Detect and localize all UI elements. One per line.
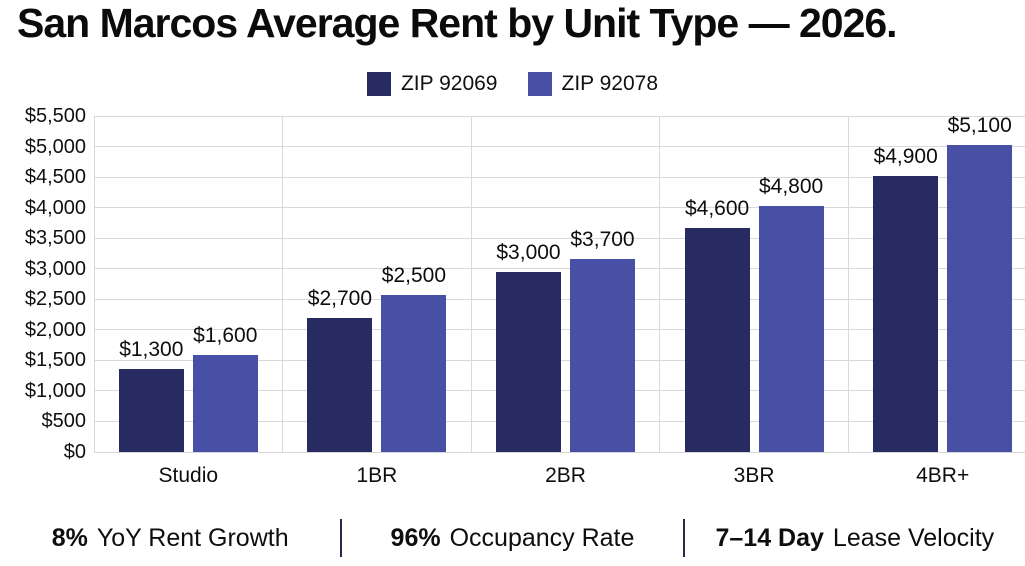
y-axis-labels: $0 $500 $1,000 $1,500 $2,000 $2,500 $3,000 $3,5… [0,105,87,463]
bar-value-label: $3,700 [570,227,635,251]
bar-2br-zip-92078 [570,258,635,452]
h-gridline [94,115,1025,117]
v-gridline [847,116,849,452]
stat-divider [682,519,685,557]
bar-4brplus-zip-92069 [873,176,939,452]
legend-swatch-zip-92069 [366,72,391,96]
y-axis-tick-label: $500 [41,410,87,433]
bar-value-label: $1,600 [193,323,258,347]
bar-value-label: $4,800 [758,174,824,198]
bar-1br-zip-92078 [381,295,447,452]
stat-divider [340,519,343,557]
bar-value-label: $5,100 [947,113,1012,137]
v-gridline [659,116,661,452]
stat-rent-growth: 8% YoY Rent Growth [0,524,340,553]
stat-occupancy-rate: 96% Occupancy Rate [342,524,682,553]
legend-item-zip-92078: ZIP 92078 [527,72,659,96]
bar-value-label: $4,600 [684,196,750,220]
bar-value-label: $4,900 [873,145,938,169]
stat-occupancy-rate-value: 96% [390,523,441,552]
v-gridline [93,116,95,452]
plot: $1,300 $1,600 Studio $2,700 $2,500 1BR $3,000 $… [93,113,1025,487]
stat-lease-velocity: 7–14 Day Lease Velocity [685,524,1025,553]
h-gridline [94,451,1025,453]
legend-label-zip-92078: ZIP 92078 [561,72,659,95]
chart-title: San Marcos Average Rent by Unit Type — 2… [17,0,898,46]
bar-1br-zip-92069 [307,317,373,452]
bar-value-label: $2,500 [381,263,446,287]
bar-3br-zip-92078 [758,205,824,452]
legend-label-zip-92069: ZIP 92069 [400,72,498,95]
y-axis-tick-label: $1,000 [24,379,86,402]
y-axis-tick-label: $4,000 [24,196,86,219]
bar-studio-zip-92069 [118,368,184,452]
x-axis-tick-label: 3BR [733,464,775,487]
y-axis-tick-label: $3,000 [24,257,86,280]
stat-rent-growth-label: YoY Rent Growth [96,523,289,552]
v-gridline [282,116,284,452]
bar-4brplus-zip-92078 [947,144,1013,452]
bar-2br-zip-92069 [496,271,561,452]
v-gridline [470,116,472,452]
y-axis-tick-label: $4,500 [24,166,86,189]
bar-value-label: $1,300 [119,337,184,361]
y-axis-tick-label: $5,500 [24,105,86,127]
x-axis-tick-label: 4BR+ [916,464,970,487]
bar-value-label: $2,700 [307,286,372,310]
legend: ZIP 92069 ZIP 92078 [0,72,1025,96]
stat-lease-velocity-label: Lease Velocity [832,523,995,552]
y-axis-tick-label: $5,000 [24,135,86,158]
h-gridline [94,207,1025,209]
h-gridline [94,176,1025,178]
h-gridline [94,146,1025,148]
y-axis-tick-label: $1,500 [24,349,86,372]
legend-item-zip-92069: ZIP 92069 [366,72,498,96]
h-gridline [94,268,1025,270]
stat-occupancy-rate-label: Occupancy Rate [449,523,635,552]
legend-swatch-zip-92078 [527,72,552,96]
y-axis-tick-label: $2,500 [24,288,86,311]
h-gridline [94,237,1025,239]
stat-rent-growth-value: 8% [51,523,88,552]
stat-lease-velocity-value: 7–14 Day [715,523,824,552]
x-axis-tick-label: Studio [158,464,219,487]
y-axis-tick-label: $0 [63,441,86,463]
bar-3br-zip-92069 [684,227,750,452]
bar-value-label: $3,000 [496,240,561,264]
y-axis-tick-label: $2,000 [24,318,86,341]
x-axis-tick-label: 1BR [356,464,398,487]
bar-studio-zip-92078 [192,354,258,452]
y-axis-tick-label: $3,500 [24,227,86,250]
x-axis-tick-label: 2BR [545,464,586,487]
footer-stats: 8% YoY Rent Growth 96% Occupancy Rate 7–… [0,516,1025,560]
